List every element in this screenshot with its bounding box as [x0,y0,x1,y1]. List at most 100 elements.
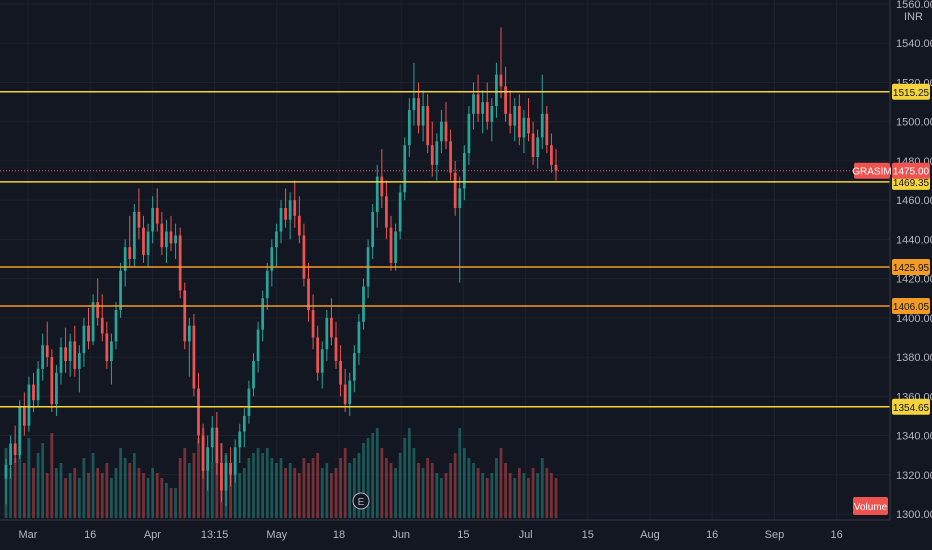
candle-body [96,302,100,318]
volume-bar [417,463,420,518]
volume-bar [265,448,269,518]
volume-bar [476,468,480,518]
candle-body [210,427,214,448]
volume-bar [105,463,109,518]
volume-bar [362,443,365,518]
volume-bar [87,473,90,518]
volume-bar [330,473,333,518]
y-tick-label: 1440.00 [896,234,932,246]
event-icon: E [358,497,365,508]
volume-bar [59,463,63,518]
candle-body [36,368,40,401]
candle-body [293,200,297,216]
candle-body [279,208,283,232]
volume-bar [197,438,200,518]
candle-body [132,211,136,259]
candle-body [82,325,86,354]
price-axis[interactable]: INR 1300.001320.001340.001360.001380.001… [889,0,932,521]
volume-bar [394,468,397,518]
candle-body [270,247,274,271]
volume-badge[interactable]: Volume [853,497,888,515]
candle-body [50,357,54,405]
candle-body [320,349,324,373]
volume-bar [481,473,485,518]
y-tick-label: 1380.00 [896,352,932,364]
candle-body [215,427,219,463]
candle-body [256,329,260,361]
volume-bar [435,473,439,518]
x-tick-label: Apr [144,529,161,541]
candle-body [403,145,407,193]
candle-body [316,337,320,373]
volume-bar [288,463,292,518]
x-tick-label: 15 [582,529,594,541]
candle-body [275,231,278,248]
volume-bar [440,478,443,518]
x-tick-label: 13:15 [201,529,229,541]
volume-bar [293,468,297,518]
candle-body [453,172,457,208]
y-tick-label: 1500.00 [896,117,932,129]
time-axis[interactable]: Mar 16 Apr 13:15 May 18 Jun 15 Jul 15 Aug 16 Sep 16 [0,519,890,541]
volume-bar [27,438,31,518]
candle-body [128,247,132,259]
x-tick-label: Sep [765,529,785,541]
x-tick-label: 16 [84,529,96,541]
volume-bar [430,463,434,518]
candle-body [100,317,104,334]
candle-body [357,321,361,354]
candle-body [394,231,397,263]
candle-body [389,227,393,263]
candle-body [527,117,530,134]
candle-body [385,196,388,228]
x-tick-label: Jun [392,529,410,541]
candle-body [288,200,292,220]
candle-body [87,325,90,342]
volume-bar [426,458,430,518]
candle-body [325,317,329,350]
candle-body [169,231,173,244]
volume-bar [284,468,287,518]
volume-bar [9,468,12,518]
event-marker[interactable]: E [352,492,370,510]
volume-bar [385,458,388,518]
candle-body [462,153,466,189]
candle-body [155,208,159,224]
level-badge [892,83,930,100]
volume-bar [302,458,306,518]
volume-bar [398,453,402,518]
candle-body [531,133,535,157]
candle-body [137,211,141,228]
x-tick-label: Jul [519,529,533,541]
y-tick-label: 1420.00 [896,274,932,286]
symbol-badge [854,162,890,179]
candle-body [4,464,8,479]
candle-body [307,278,310,310]
candle-body [224,463,228,491]
candle-body [371,211,375,248]
candle-body [472,94,475,114]
candle-body [77,353,81,369]
volume-bar [119,448,122,518]
volume-bar [169,488,173,518]
volume-bar [132,453,136,518]
volume-bar [50,433,54,518]
level-lines[interactable] [0,91,890,408]
volume-bar [508,473,512,518]
candle-body [407,109,411,146]
volume-bar [449,463,452,518]
candle-body [165,231,168,248]
volume-bar [316,453,320,518]
volume-bar [100,473,104,518]
candle-body [352,353,356,381]
candle-body [41,345,45,369]
candle-body [449,141,452,173]
last-price-label: 1475.00 [893,167,930,178]
volume-label: Volume [854,502,888,513]
volume-bar [178,458,182,518]
volume-bar [96,468,100,518]
volume-bar [536,473,540,518]
volume-bar [128,463,132,518]
candle-body [160,223,164,248]
